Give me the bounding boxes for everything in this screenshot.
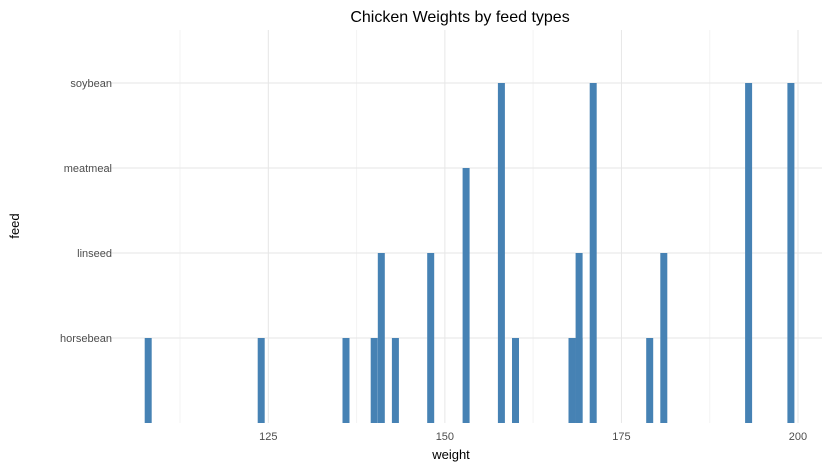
bar bbox=[377, 253, 385, 423]
bar bbox=[512, 338, 519, 423]
x-tick-label: 150 bbox=[436, 431, 454, 443]
bar bbox=[257, 338, 265, 423]
x-tick-label: 200 bbox=[789, 431, 807, 443]
x-tick-label: 125 bbox=[259, 431, 277, 443]
bar bbox=[568, 338, 576, 423]
bar bbox=[427, 253, 435, 423]
y-tick-labels: horsebean linseed meatmeal soybean bbox=[60, 78, 112, 345]
x-tick-labels: 125 150 175 200 bbox=[259, 431, 807, 443]
bar bbox=[497, 83, 505, 423]
y-tick-label: soybean bbox=[70, 78, 112, 90]
bar bbox=[342, 338, 350, 423]
bar bbox=[144, 338, 152, 423]
y-tick-label: linseed bbox=[77, 248, 112, 260]
y-tick-label: meatmeal bbox=[64, 163, 112, 175]
bar bbox=[575, 253, 583, 423]
x-tick-label: 175 bbox=[612, 431, 630, 443]
bar bbox=[370, 338, 378, 423]
y-tick-label: horsebean bbox=[60, 333, 112, 345]
y-axis-label: feed bbox=[7, 213, 22, 238]
bar bbox=[660, 253, 668, 423]
bar bbox=[462, 168, 470, 423]
bar bbox=[787, 83, 795, 423]
x-axis-label: weight bbox=[431, 447, 470, 462]
chart-title: Chicken Weights by feed types bbox=[350, 9, 569, 26]
bar bbox=[646, 338, 654, 423]
grid-layer bbox=[102, 30, 822, 423]
bar bbox=[745, 83, 753, 423]
bar bbox=[589, 83, 597, 423]
bars-layer bbox=[144, 83, 795, 423]
bar bbox=[391, 338, 399, 423]
